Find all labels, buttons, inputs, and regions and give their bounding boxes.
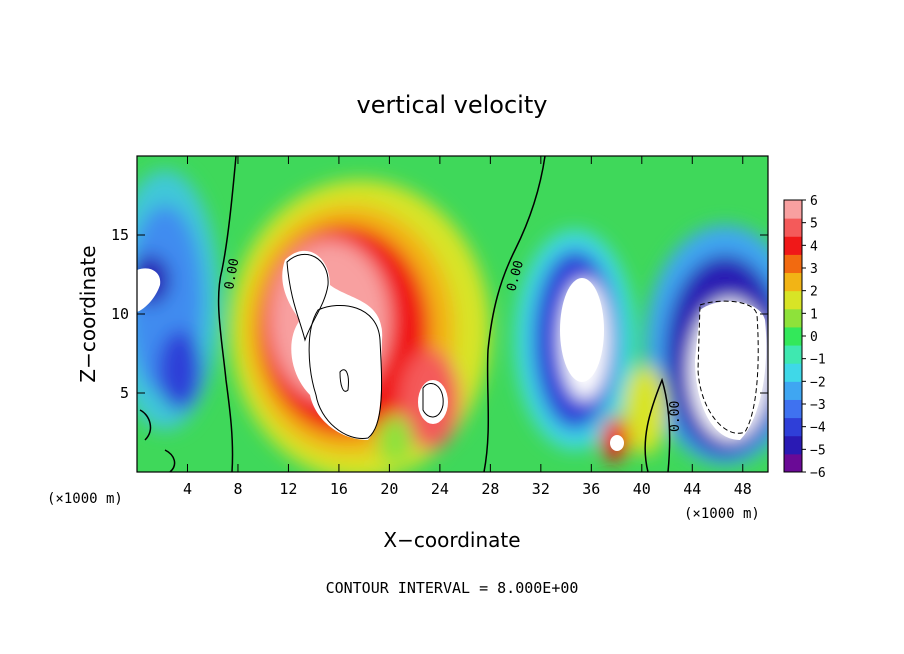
- contour-line: [217, 156, 237, 472]
- colorbar-swatch: [784, 345, 802, 364]
- y-tick-label: 10: [111, 305, 129, 323]
- x-tick-label: 36: [582, 480, 600, 498]
- colorbar-tick-label: −5: [810, 443, 826, 458]
- contour-line: [139, 409, 152, 441]
- x-tick-label: 32: [532, 480, 550, 498]
- contour-line: [286, 253, 329, 342]
- x-tick-label: 40: [633, 480, 651, 498]
- colorbar-tick-label: −6: [810, 466, 826, 481]
- field-blob: [158, 330, 202, 410]
- contour-line: [164, 449, 176, 472]
- field-blob: [377, 415, 413, 465]
- colorbar-tick-label: 5: [810, 217, 818, 232]
- y-axis-label: Z−coordinate: [76, 245, 100, 382]
- colorbar-swatch: [784, 363, 802, 382]
- colorbar-tick-label: 1: [810, 307, 818, 322]
- x-unit-right: (×1000 m): [684, 506, 760, 522]
- colorbar-tick-label: 6: [810, 194, 818, 209]
- contour-label-left: 0.00: [222, 257, 242, 290]
- colorbar-tick-label: −3: [810, 398, 826, 413]
- colorbar-tick-label: −1: [810, 353, 826, 368]
- x-tick-label: 20: [380, 480, 398, 498]
- colorbar-swatch: [784, 417, 802, 437]
- zero-contours: [139, 156, 671, 472]
- field-core: [610, 435, 624, 451]
- field-core: [695, 301, 767, 440]
- contour-line: [339, 369, 349, 392]
- y-tick-label: 15: [111, 226, 129, 244]
- negative-contour: [697, 300, 759, 434]
- colorbar-swatch: [784, 254, 802, 274]
- colorbar-swatch: [784, 453, 802, 473]
- x-tick-label: 24: [431, 480, 449, 498]
- positive-contours: [286, 253, 444, 439]
- y-axis-ticks: 5 10 15: [111, 226, 768, 402]
- contour-label-right: 0.00: [668, 401, 683, 432]
- field-core: [418, 380, 448, 424]
- x-tick-label: 44: [683, 480, 701, 498]
- field-blob: [623, 365, 667, 455]
- x-axis-ticks: 4 8 12 16 20 24 28 32 36 40 44 48: [183, 156, 752, 498]
- field-core: [282, 250, 383, 440]
- field-core: [560, 278, 604, 382]
- contour-interval-note: CONTOUR INTERVAL = 8.000E+00: [326, 579, 579, 597]
- colorbar-swatch: [784, 290, 802, 310]
- colorbar-tick-label: −4: [810, 421, 826, 436]
- colorbar-swatch: [784, 326, 802, 346]
- x-tick-label: 16: [330, 480, 348, 498]
- colorbar-swatch: [784, 399, 802, 419]
- colorbar: 6 5 4 3 2 1 0 −1 −2 −3 −4 −5 −6: [783, 194, 826, 481]
- y-tick-label: 5: [120, 384, 129, 402]
- x-tick-label: 12: [279, 480, 297, 498]
- x-tick-label: 4: [183, 480, 192, 498]
- x-tick-label: 48: [734, 480, 752, 498]
- colorbar-swatch: [784, 308, 802, 328]
- chart-title: vertical velocity: [357, 91, 548, 119]
- contour-line: [308, 304, 383, 439]
- contour-line: [422, 383, 444, 418]
- colorbar-tick-label: −2: [810, 375, 826, 390]
- x-tick-label: 8: [233, 480, 242, 498]
- colorbar-swatch: [784, 435, 802, 455]
- contour-line: [644, 377, 671, 472]
- colorbar-swatch: [784, 272, 802, 292]
- field-core: [137, 268, 161, 312]
- x-axis-label: X−coordinate: [383, 528, 520, 552]
- colorbar-swatch: [784, 381, 802, 400]
- colorbar-tick-label: 3: [810, 262, 818, 277]
- heatmap-field: [137, 156, 768, 472]
- colorbar-tick-label: 4: [810, 239, 818, 254]
- colorbar-swatch: [784, 218, 802, 237]
- colorbar-tick-label: 2: [810, 285, 818, 300]
- colorbar-swatch: [784, 236, 802, 255]
- colorbar-tick-label: 0: [810, 330, 818, 345]
- x-unit-left: (×1000 m): [47, 491, 123, 507]
- contour-line: [483, 156, 546, 472]
- colorbar-swatch: [784, 200, 802, 219]
- x-tick-label: 28: [481, 480, 499, 498]
